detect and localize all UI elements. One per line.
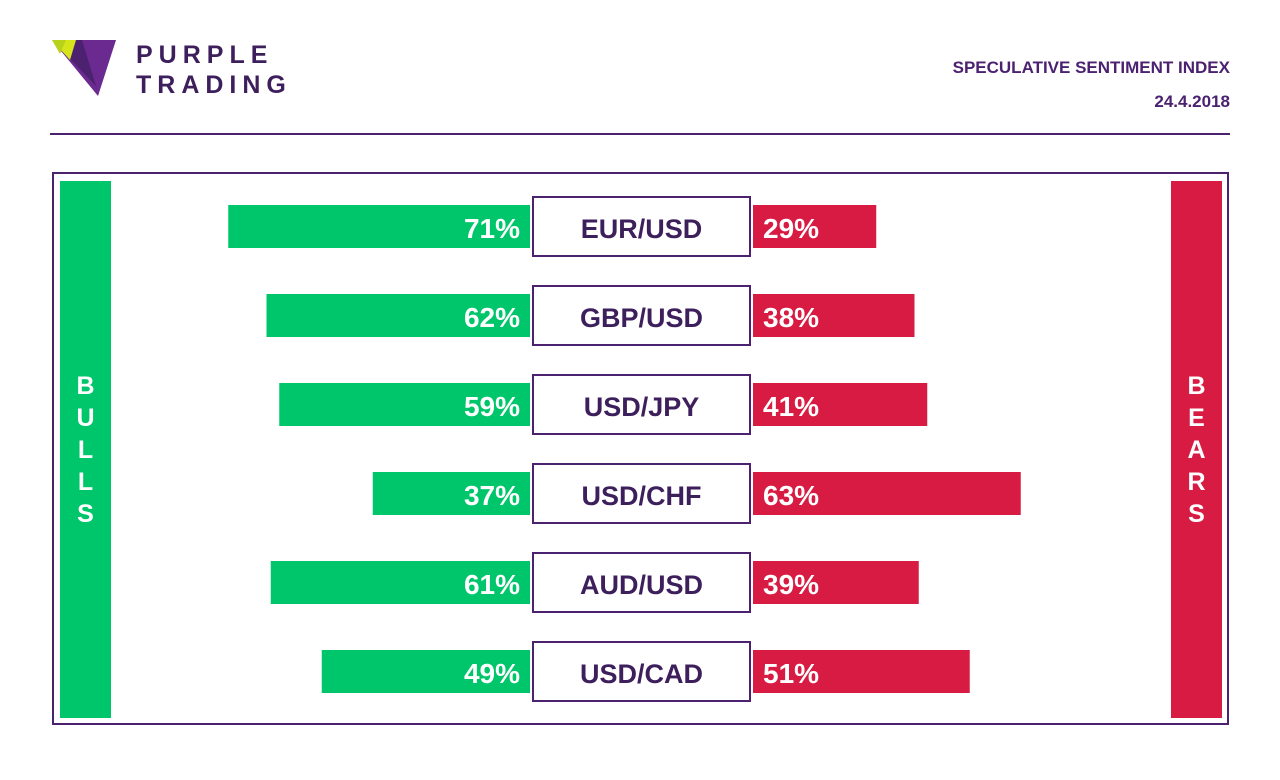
bears-letter: A	[1187, 435, 1206, 464]
bulls-letter: U	[76, 403, 95, 432]
pair-label-box	[532, 463, 751, 524]
bulls-letter: B	[76, 371, 95, 400]
bull-value-label: 37%	[464, 480, 520, 511]
bull-value-label: 71%	[464, 213, 520, 244]
bear-value-label: 29%	[763, 213, 819, 244]
bear-bar	[753, 205, 877, 248]
pair-label-box	[532, 285, 751, 346]
bear-bar	[753, 472, 1021, 515]
bears-letter: B	[1187, 371, 1206, 400]
currency-pair-label: USD/CAD	[580, 659, 703, 689]
pair-label-box	[532, 552, 751, 613]
bulls-letter: L	[77, 435, 94, 464]
bull-bar	[266, 294, 530, 337]
currency-pair-label: USD/JPY	[584, 392, 700, 422]
bear-value-label: 63%	[763, 480, 819, 511]
report-date: 24.4.2018	[1154, 92, 1230, 111]
bull-value-label: 62%	[464, 302, 520, 333]
bear-bar	[753, 650, 970, 693]
bull-value-label: 61%	[464, 569, 520, 600]
page-title: SPECULATIVE SENTIMENT INDEX	[952, 58, 1230, 77]
bull-bar	[279, 383, 530, 426]
bull-value-label: 49%	[464, 658, 520, 689]
bears-letter: E	[1188, 403, 1205, 432]
currency-pair-label: EUR/USD	[581, 214, 703, 244]
pair-label-box	[532, 374, 751, 435]
bull-bar	[372, 472, 530, 515]
header-divider	[50, 133, 1230, 135]
bear-value-label: 38%	[763, 302, 819, 333]
bear-bar	[753, 383, 928, 426]
bull-bar	[270, 561, 530, 604]
chart-frame	[52, 172, 1229, 725]
bears-letter: S	[1188, 499, 1205, 528]
bear-value-label: 41%	[763, 391, 819, 422]
bear-bar	[753, 561, 919, 604]
pair-label-box	[532, 641, 751, 702]
bears-letter: R	[1187, 467, 1206, 496]
bear-value-label: 39%	[763, 569, 819, 600]
bull-bar	[321, 650, 530, 693]
bear-bar	[753, 294, 915, 337]
bull-bar	[228, 205, 530, 248]
brand-line-2: TRADING	[136, 71, 292, 99]
bull-value-label: 59%	[464, 391, 520, 422]
currency-pair-label: AUD/USD	[580, 570, 703, 600]
pair-label-box	[532, 196, 751, 257]
bulls-letter: L	[77, 467, 94, 496]
bulls-letter: S	[77, 499, 94, 528]
currency-pair-label: USD/CHF	[582, 481, 702, 511]
bear-value-label: 51%	[763, 658, 819, 689]
brand-name: PURPLE TRADING	[136, 40, 292, 100]
brand-line-1: PURPLE	[136, 41, 274, 69]
currency-pair-label: GBP/USD	[580, 303, 703, 333]
purple-trading-logo	[52, 40, 116, 96]
